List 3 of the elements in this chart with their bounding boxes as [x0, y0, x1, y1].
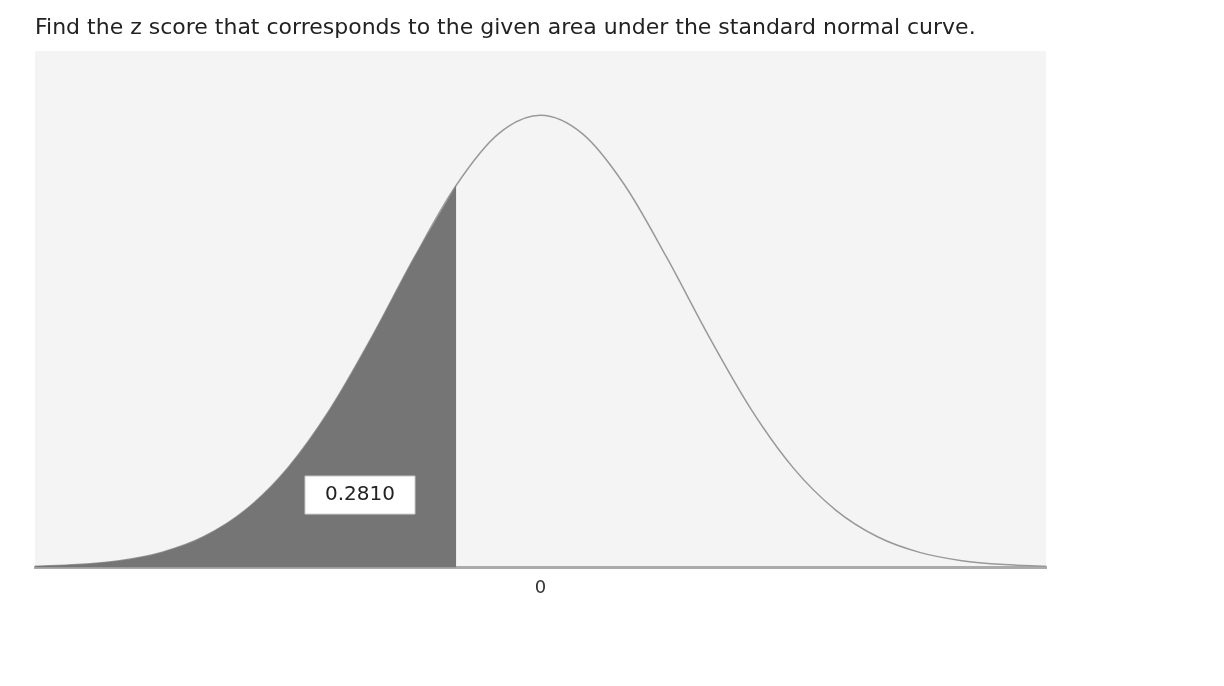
annotation: 0.2810: [325, 481, 395, 506]
text: 0: [534, 576, 547, 598]
chart-title: Find the z score that corresponds to the given area under the standard normal curve.: [35, 14, 977, 39]
